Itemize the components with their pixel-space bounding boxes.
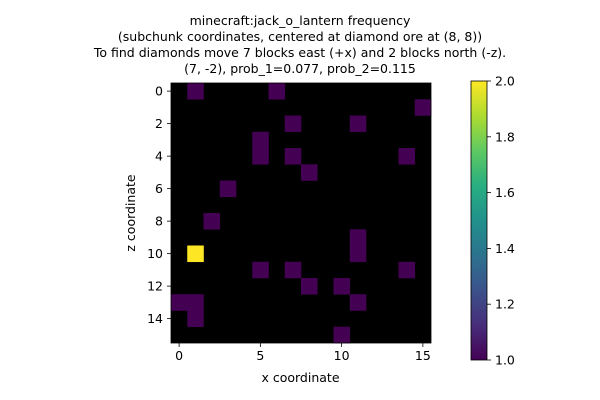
heatmap-cell: [252, 148, 269, 165]
title-line-1: minecraft:jack_o_lantern frequency: [189, 13, 411, 28]
y-tick-label: 0: [155, 84, 163, 99]
colorbar-tick-label: 2.0: [495, 74, 515, 89]
heatmap-cell: [349, 245, 367, 263]
colorbar-tick-label: 1.0: [495, 353, 515, 368]
y-tick-label: 14: [147, 311, 163, 326]
plot-area: [170, 82, 432, 344]
x-axis: 0 5 10 15: [175, 343, 431, 363]
heatmap-cell: [349, 229, 367, 246]
heatmap-cell: [301, 164, 318, 181]
x-axis-label: x coordinate: [261, 370, 339, 385]
heatmap-cell: [333, 326, 351, 344]
colorbar-tick-label: 1.6: [495, 185, 515, 200]
x-tick-label: 0: [175, 348, 183, 363]
title-line-2: (subchunk coordinates, centered at diamo…: [117, 29, 483, 44]
y-tick-label: 10: [147, 246, 163, 261]
colorbar-tick-label: 1.8: [495, 129, 515, 144]
heatmap-cell: [203, 213, 221, 230]
heatmap-cell: [252, 131, 269, 149]
heatmap-cell: [187, 294, 204, 311]
heatmap-cell: [219, 180, 237, 198]
title-line-4: (7, -2), prob_1=0.077, prob_2=0.115: [184, 61, 416, 76]
colorbar-ticks: 1.0 1.2 1.4 1.6 1.8 2.0: [487, 74, 515, 368]
colorbar: 1.0 1.2 1.4 1.6 1.8 2.0: [470, 74, 515, 368]
colorbar-gradient: [470, 80, 488, 361]
y-tick-label: 4: [155, 149, 163, 164]
title-line-3: To find diamonds move 7 blocks east (+x)…: [93, 45, 507, 60]
heatmap-cell: [398, 261, 416, 279]
heatmap-cell: [187, 310, 204, 328]
heatmap-cell: [414, 99, 432, 116]
heatmap-cell: [284, 115, 302, 133]
heatmap-cell: [301, 278, 318, 295]
heatmap-cell: [171, 294, 188, 311]
y-axis: 0 2 4 6 8 10 12 14: [147, 84, 171, 326]
colorbar-tick-label: 1.2: [495, 297, 515, 312]
heatmap-cell: [187, 83, 204, 100]
heatmap-cell: [349, 115, 367, 133]
x-tick-label: 5: [256, 348, 264, 363]
colorbar-tick-label: 1.4: [495, 241, 515, 256]
y-tick-label: 8: [155, 214, 163, 229]
heatmap-cell: [268, 83, 286, 100]
heatmap-cell: [187, 245, 204, 263]
heatmap-cell: [333, 278, 351, 295]
heatmap-cell: [349, 294, 367, 311]
y-tick-label: 2: [155, 116, 163, 131]
plot-frame: [170, 82, 432, 344]
chart-title: minecraft:jack_o_lantern frequency (subc…: [0, 13, 600, 77]
y-tick-label: 6: [155, 181, 163, 196]
heatmap-cell: [284, 148, 302, 165]
x-tick-label: 10: [334, 348, 350, 363]
y-axis-label: z coordinate: [123, 174, 138, 252]
y-tick-label: 12: [147, 279, 163, 294]
heatmap-cell: [252, 261, 269, 279]
heatmap-cell: [284, 261, 302, 279]
x-tick-label: 15: [415, 348, 431, 363]
heatmap-cell: [398, 148, 416, 165]
